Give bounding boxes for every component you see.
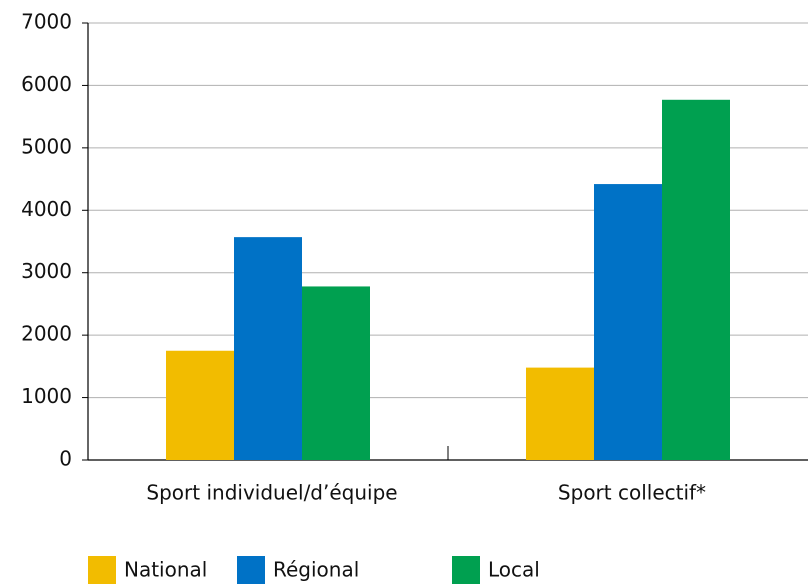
x-tick-label: Sport collectif*: [558, 481, 706, 505]
bar: [526, 367, 594, 460]
bar: [594, 184, 662, 460]
legend-label: Local: [488, 558, 540, 582]
y-tick-label: 3000: [21, 259, 72, 283]
x-tick-label: Sport individuel/d’équipe: [146, 481, 397, 505]
legend-swatch: [452, 556, 480, 584]
y-tick-label: 7000: [21, 10, 72, 34]
y-tick-label: 5000: [21, 134, 72, 158]
bar: [166, 350, 234, 460]
legend-label: Régional: [273, 558, 359, 582]
legend-label: National: [124, 558, 207, 582]
legend-swatch: [88, 556, 116, 584]
bar: [662, 99, 730, 460]
y-tick-label: 4000: [21, 197, 72, 221]
legend-swatch: [237, 556, 265, 584]
y-tick-label: 6000: [21, 72, 72, 96]
y-tick-label: 1000: [21, 384, 72, 408]
bar: [302, 286, 370, 460]
y-tick-label: 2000: [21, 322, 72, 346]
bar: [234, 237, 302, 460]
y-tick-label: 0: [59, 447, 72, 471]
